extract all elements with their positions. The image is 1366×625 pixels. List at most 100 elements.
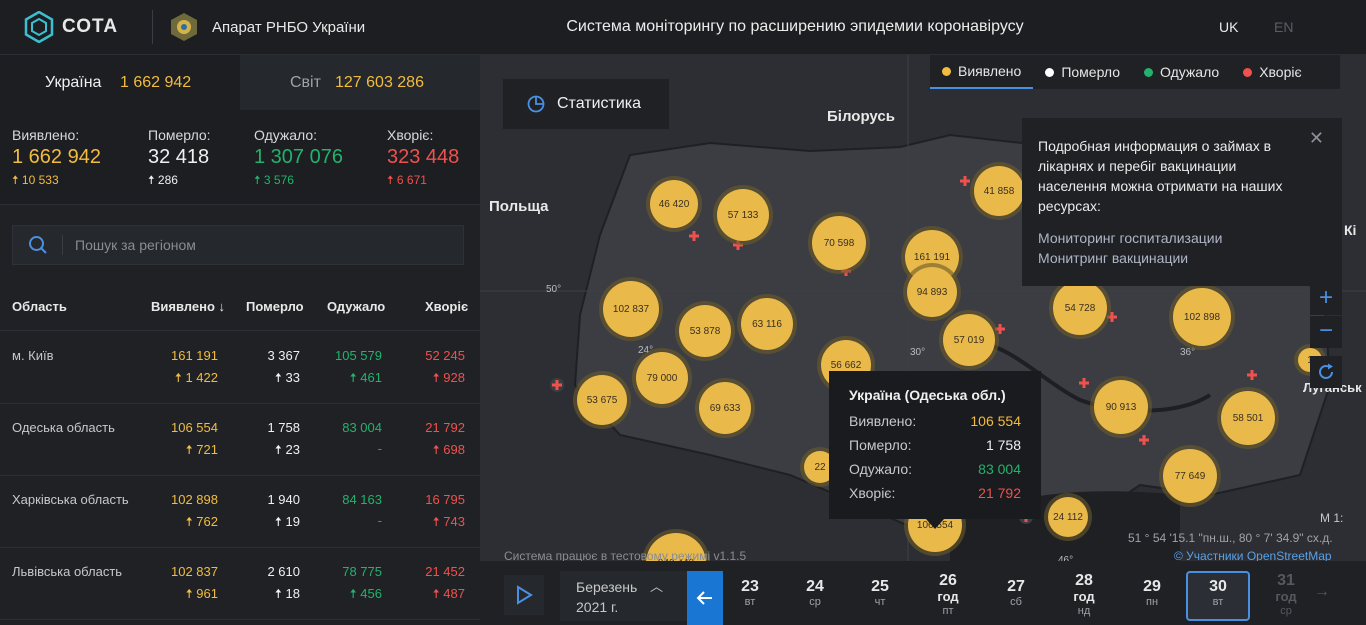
legend-detected[interactable]: Виявлено bbox=[930, 55, 1034, 89]
cluster-label: 161 191 bbox=[914, 252, 951, 263]
logo[interactable]: СОТА bbox=[24, 11, 118, 43]
info-text: Подробная информация о займах в лікарнях… bbox=[1038, 138, 1283, 214]
cluster-marker[interactable]: 57 133 bbox=[713, 185, 773, 245]
month-selector[interactable]: Березень 2021 г. ︿ bbox=[560, 571, 687, 621]
day-31[interactable]: 31 год ср bbox=[1254, 573, 1318, 618]
cluster-marker[interactable]: 41 858 bbox=[970, 162, 1028, 220]
cluster-marker[interactable]: 63 116 bbox=[737, 294, 797, 354]
region-name: Харківська область bbox=[12, 492, 129, 507]
day-29[interactable]: 29 пн bbox=[1120, 573, 1184, 609]
th-region[interactable]: Область bbox=[12, 299, 67, 314]
cluster-marker[interactable]: 940 443 bbox=[642, 529, 710, 561]
day-25[interactable]: 25 чт bbox=[848, 573, 912, 609]
table-row[interactable]: Одеська область 106 554 🠅 721 1 758 🠅 23 83 0… bbox=[0, 404, 480, 476]
cluster-marker[interactable]: 90 913 bbox=[1090, 376, 1152, 438]
zoom-out-button[interactable]: − bbox=[1310, 316, 1342, 348]
day-24[interactable]: 24 ср bbox=[783, 573, 847, 609]
legend-sick[interactable]: Хворіє bbox=[1231, 55, 1313, 89]
hospitalization-link[interactable]: Мониторинг госпитализации bbox=[1038, 230, 1223, 246]
day-number: 29 bbox=[1143, 578, 1161, 595]
cell-detected: 102 837 🠅 961 bbox=[171, 564, 218, 607]
cluster-marker[interactable]: 57 019 bbox=[939, 310, 999, 370]
died-value: 1 940 bbox=[267, 492, 300, 507]
hospital-icon[interactable] bbox=[1077, 376, 1091, 390]
cell-sick: 16 795 🠅 743 bbox=[425, 492, 465, 535]
arrow-up-icon: 🠅 bbox=[349, 370, 361, 385]
cluster-marker[interactable]: 46 420 bbox=[646, 176, 702, 232]
arrow-up-icon: 🠅 bbox=[274, 586, 286, 601]
previous-day-button[interactable] bbox=[687, 571, 723, 625]
hospital-icon[interactable] bbox=[1245, 368, 1259, 382]
table-row[interactable]: м. Київ 161 191 🠅 1 422 3 367 🠅 33 105 579 🠅 4… bbox=[0, 332, 480, 404]
reset-view-button[interactable] bbox=[1310, 356, 1342, 388]
total-detected: Виявлено: 1 662 942 🠅 10 533 bbox=[12, 127, 101, 192]
hospital-icon[interactable] bbox=[550, 378, 564, 392]
th-died[interactable]: Померло bbox=[246, 299, 304, 314]
lang-en-button[interactable]: EN bbox=[1274, 19, 1294, 35]
cluster-marker[interactable]: 94 893 bbox=[903, 263, 961, 321]
cell-recovered: 78 775 🠅 456 bbox=[342, 564, 382, 607]
tooltip-title: Україна (Одеська обл.) bbox=[849, 387, 1006, 403]
tooltip-value: 106 554 bbox=[970, 413, 1021, 429]
cluster-marker[interactable]: 69 633 bbox=[695, 378, 755, 438]
th-detected[interactable]: Виявлено ↓ bbox=[151, 299, 226, 314]
day-number: 27 bbox=[1007, 578, 1025, 595]
cluster-marker[interactable]: 53 675 bbox=[573, 371, 631, 429]
tab-ukraine[interactable]: Україна 1 662 942 bbox=[0, 55, 240, 110]
tab-ukraine-label: Україна bbox=[45, 74, 102, 91]
zoom-in-button[interactable]: + bbox=[1310, 283, 1342, 315]
cluster-marker[interactable]: 24 112 bbox=[1044, 493, 1092, 541]
tooltip-label: Хворіє: bbox=[849, 485, 896, 501]
cell-recovered: 83 004 - bbox=[342, 420, 382, 456]
cluster-marker[interactable]: 70 598 bbox=[808, 212, 870, 274]
cluster-marker[interactable]: 53 878 bbox=[675, 301, 735, 361]
th-recovered[interactable]: Одужало bbox=[327, 299, 386, 314]
total-detected-label: Виявлено: bbox=[12, 127, 80, 143]
statistics-button[interactable]: Статистика bbox=[503, 79, 669, 129]
recovered-value: 84 163 bbox=[342, 492, 382, 507]
died-value: 3 367 bbox=[267, 348, 300, 363]
day-26[interactable]: 26 год пт bbox=[916, 573, 980, 618]
day-30[interactable]: 30 вт bbox=[1186, 571, 1250, 621]
search-input[interactable] bbox=[63, 237, 463, 253]
hospital-icon[interactable] bbox=[1137, 433, 1151, 447]
legend-died[interactable]: Померло bbox=[1033, 55, 1132, 89]
cluster-marker[interactable]: 102 837 bbox=[599, 277, 663, 341]
cell-died: 2 610 🠅 18 bbox=[267, 564, 300, 607]
play-button[interactable] bbox=[504, 575, 544, 615]
th-sick[interactable]: Хворіє bbox=[425, 299, 469, 314]
day-23[interactable]: 23 вт bbox=[718, 573, 782, 609]
cluster-marker[interactable]: 79 000 bbox=[632, 348, 692, 408]
org-link[interactable]: Апарат РНБО України bbox=[168, 11, 365, 43]
cluster-label: 41 858 bbox=[984, 186, 1015, 197]
osm-attribution-link[interactable]: © Участники OpenStreetMap bbox=[1174, 549, 1332, 563]
close-icon[interactable]: ✕ bbox=[1308, 128, 1324, 148]
hospital-icon[interactable] bbox=[687, 229, 701, 243]
cluster-marker[interactable]: 54 728 bbox=[1049, 277, 1111, 339]
pie-chart-icon bbox=[527, 95, 545, 113]
search-icon[interactable] bbox=[13, 235, 63, 255]
map[interactable]: 50°24°30°36°46° БілорусьПольщаЛуганськКі… bbox=[480, 55, 1366, 561]
day-27[interactable]: 27 сб bbox=[984, 573, 1048, 609]
cluster-marker[interactable]: 102 898 bbox=[1169, 284, 1235, 350]
arrow-right-icon[interactable]: → bbox=[1314, 583, 1330, 600]
tab-world[interactable]: Світ 127 603 286 bbox=[240, 55, 480, 110]
table-row[interactable]: Харківська область 102 898 🠅 762 1 940 🠅 19 8… bbox=[0, 476, 480, 548]
cluster-marker[interactable]: 77 649 bbox=[1159, 445, 1221, 507]
hospital-icon[interactable] bbox=[958, 174, 972, 188]
emblem-icon bbox=[171, 13, 197, 41]
vaccination-link[interactable]: Монитринг вакцинации bbox=[1038, 250, 1189, 266]
cluster-marker[interactable]: 58 501 bbox=[1217, 387, 1279, 449]
detected-value: 102 837 bbox=[171, 564, 218, 579]
day-number: 30 bbox=[1209, 578, 1227, 595]
day-28[interactable]: 28 год нд bbox=[1052, 573, 1116, 618]
region-search bbox=[12, 225, 464, 265]
legend-recovered[interactable]: Одужало bbox=[1132, 55, 1231, 89]
total-sick-label: Хворіє: bbox=[387, 127, 434, 143]
arrow-up-icon: 🠅 bbox=[12, 173, 19, 187]
grid-label: 50° bbox=[546, 284, 561, 295]
sick-delta-value: 698 bbox=[443, 442, 465, 457]
table-row[interactable]: Львівська область 102 837 🠅 961 2 610 🠅 18 78… bbox=[0, 548, 480, 620]
lang-uk-button[interactable]: UK bbox=[1219, 19, 1239, 35]
grid-label: 36° bbox=[1180, 347, 1195, 358]
